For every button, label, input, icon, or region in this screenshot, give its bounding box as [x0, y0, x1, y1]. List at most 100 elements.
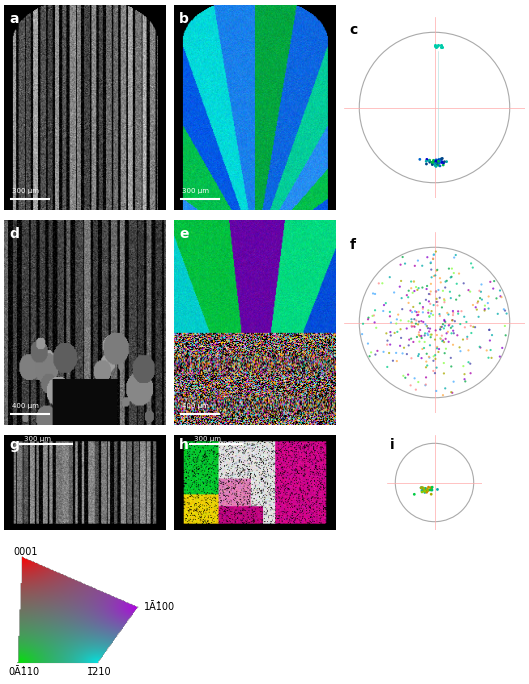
Point — [401, 372, 409, 383]
Point — [408, 317, 416, 328]
Point — [437, 302, 446, 313]
Point — [422, 483, 430, 494]
Point — [431, 40, 439, 51]
Point — [434, 347, 443, 358]
Point — [422, 284, 431, 295]
Point — [435, 343, 443, 354]
Point — [432, 157, 440, 168]
Point — [403, 349, 411, 360]
Point — [471, 321, 479, 332]
Point — [398, 252, 407, 263]
Point — [441, 317, 450, 328]
Point — [460, 373, 469, 384]
Text: 1̅̅210: 1̅̅210 — [87, 668, 112, 677]
Point — [421, 486, 429, 497]
Point — [471, 302, 480, 313]
Point — [497, 291, 506, 302]
Point — [416, 331, 425, 342]
Point — [414, 255, 422, 266]
Point — [424, 155, 433, 166]
Point — [437, 321, 446, 332]
Point — [441, 347, 449, 358]
Point — [487, 352, 496, 363]
Point — [414, 319, 422, 330]
Point — [421, 487, 429, 498]
Point — [436, 324, 444, 334]
Text: g: g — [9, 438, 19, 452]
Point — [429, 157, 437, 168]
Point — [440, 156, 449, 167]
Point — [455, 268, 463, 279]
Point — [480, 305, 489, 316]
Point — [440, 368, 448, 379]
Point — [475, 311, 483, 322]
Point — [431, 334, 439, 345]
Point — [426, 323, 434, 334]
Point — [386, 272, 394, 282]
Point — [410, 286, 418, 297]
Point — [490, 276, 498, 287]
Point — [426, 329, 435, 340]
Point — [435, 311, 444, 321]
Point — [481, 300, 489, 311]
Point — [427, 329, 436, 340]
Point — [441, 282, 450, 293]
Point — [440, 293, 448, 304]
Point — [496, 285, 504, 296]
Point — [457, 306, 466, 317]
Point — [386, 339, 395, 350]
Point — [486, 345, 495, 356]
Point — [422, 486, 430, 497]
Point — [430, 158, 438, 169]
Point — [446, 352, 455, 363]
Point — [438, 336, 446, 347]
Point — [429, 254, 437, 265]
Point — [382, 328, 390, 339]
Point — [448, 272, 456, 282]
Text: 0Ā1̀10: 0Ā1̀10 — [8, 668, 40, 677]
Point — [499, 304, 508, 315]
Point — [441, 383, 450, 394]
Point — [385, 347, 394, 358]
Point — [418, 485, 427, 496]
Point — [489, 283, 497, 294]
Point — [432, 325, 440, 336]
Point — [477, 279, 486, 290]
Point — [436, 154, 444, 165]
Point — [372, 322, 380, 333]
Point — [419, 485, 428, 496]
Point — [484, 298, 492, 308]
Point — [434, 156, 442, 167]
Point — [434, 155, 442, 166]
Point — [383, 361, 391, 372]
Point — [416, 298, 424, 308]
Point — [411, 321, 419, 332]
Point — [422, 372, 430, 383]
Point — [415, 316, 423, 327]
Point — [425, 157, 434, 168]
Text: 1Ā1̀00: 1Ā1̀00 — [143, 602, 175, 611]
Point — [422, 294, 430, 305]
Point — [393, 326, 402, 337]
Point — [405, 334, 414, 345]
Text: e: e — [179, 226, 188, 241]
Point — [415, 349, 423, 360]
Point — [434, 40, 443, 51]
Point — [386, 306, 394, 317]
Point — [423, 487, 431, 498]
Point — [418, 343, 426, 354]
Point — [443, 307, 452, 318]
Point — [429, 309, 437, 320]
Point — [434, 285, 443, 295]
Point — [425, 155, 434, 166]
Point — [436, 156, 444, 167]
Point — [426, 482, 435, 493]
Point — [426, 258, 435, 269]
Point — [433, 300, 442, 311]
Point — [417, 353, 426, 364]
Point — [432, 161, 440, 172]
Point — [433, 484, 442, 495]
Point — [430, 249, 438, 260]
Point — [414, 282, 423, 293]
Point — [430, 157, 438, 168]
